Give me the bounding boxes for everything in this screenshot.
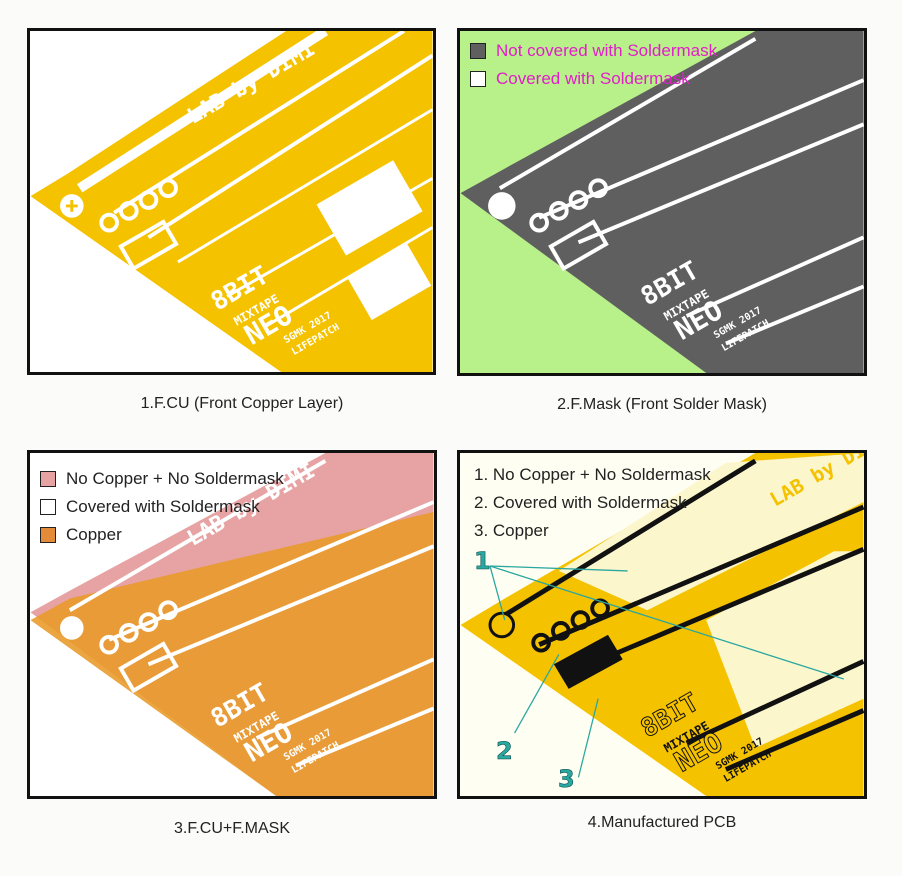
legend-label: Not covered with Soldermask xyxy=(496,41,718,60)
board-copper-shape xyxy=(30,31,433,372)
legend-label: 1. No Copper + No Soldermask xyxy=(474,465,711,484)
legend-item-covered: Covered with Soldermask xyxy=(470,65,717,93)
legend-label: Covered with Soldermask xyxy=(496,69,690,88)
panel-manufactured-pcb: LAB by DIMI 8BIT MIXTAPE NEO SGMK 2017 L… xyxy=(457,450,867,799)
legend-item-1: 1. No Copper + No Soldermask xyxy=(474,461,711,489)
legend-front-mask: Not covered with Soldermask Covered with… xyxy=(470,37,717,93)
legend-label: 3. Copper xyxy=(474,521,549,540)
panel-front-copper: LAB by DIMI 8BIT MIXTAPE NEO SGMK 2017 L… xyxy=(27,28,436,375)
legend-swatch xyxy=(40,527,56,543)
legend-item-not-covered: Not covered with Soldermask xyxy=(470,37,717,65)
copper-plus-mask-illustration: LAB by DIMI 8BIT MIXTAPE NEO SGMK 2017 L… xyxy=(30,453,434,796)
legend-item-3: 3. Copper xyxy=(474,517,711,545)
legend-label: Copper xyxy=(66,525,122,544)
legend-swatch xyxy=(40,499,56,515)
legend-swatch xyxy=(470,43,486,59)
callout-1: 1 xyxy=(474,547,491,576)
legend-item-copper: Copper xyxy=(40,521,284,549)
legend-item-covered: Covered with Soldermask xyxy=(40,493,284,521)
legend-label: Covered with Soldermask xyxy=(66,497,260,516)
caption-manufactured-pcb: 4.Manufactured PCB xyxy=(587,814,737,831)
legend-item-no-copper-no-mask: No Copper + No Soldermask xyxy=(40,465,284,493)
caption-front-mask: 2.F.Mask (Front Solder Mask) xyxy=(557,396,767,413)
callout-lines xyxy=(489,565,845,778)
legend-label: 2. Covered with Soldermask xyxy=(474,493,687,512)
callout-2: 2 xyxy=(496,737,513,766)
legend-swatch xyxy=(40,471,56,487)
caption-copper-plus-mask: 3.F.CU+F.MASK xyxy=(173,820,291,837)
front-copper-illustration: LAB by DIMI 8BIT MIXTAPE NEO SGMK 2017 L… xyxy=(30,31,433,372)
legend-item-2: 2. Covered with Soldermask xyxy=(474,489,711,517)
front-mask-illustration: 8BIT MIXTAPE NEO SGMK 2017 LIFEPATCH xyxy=(460,31,864,373)
manufactured-pcb-illustration: LAB by DIMI 8BIT MIXTAPE NEO SGMK 2017 L… xyxy=(460,453,864,796)
callout-3: 3 xyxy=(558,765,575,794)
panel-front-mask: 8BIT MIXTAPE NEO SGMK 2017 LIFEPATCH Not… xyxy=(457,28,867,376)
panel-copper-plus-mask: LAB by DIMI 8BIT MIXTAPE NEO SGMK 2017 L… xyxy=(27,450,437,799)
legend-label: No Copper + No Soldermask xyxy=(66,469,284,488)
legend-swatch xyxy=(470,71,486,87)
caption-front-copper: 1.F.CU (Front Copper Layer) xyxy=(140,395,344,412)
legend-manufactured-pcb: 1. No Copper + No Soldermask 2. Covered … xyxy=(474,461,711,545)
legend-copper-plus-mask: No Copper + No Soldermask Covered with S… xyxy=(40,465,284,549)
